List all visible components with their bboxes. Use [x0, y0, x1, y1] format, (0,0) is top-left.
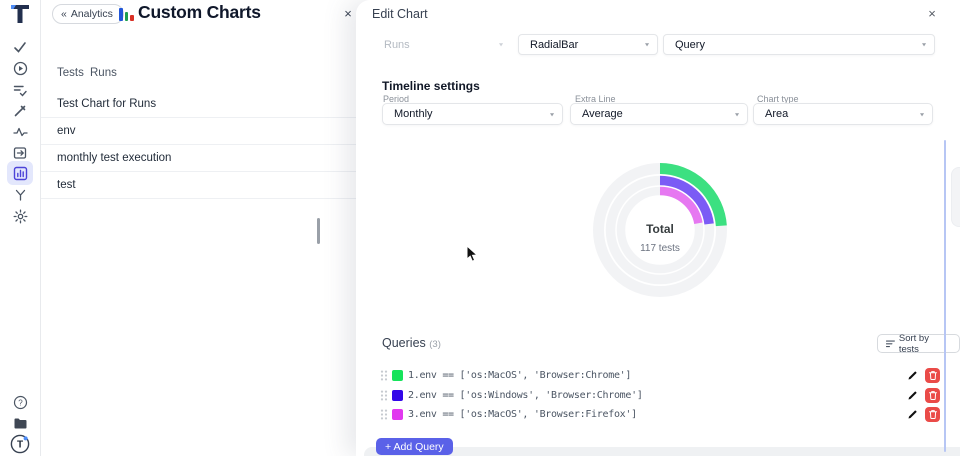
period-select[interactable]: Monthly ▾: [382, 103, 563, 125]
timeline-settings-heading: Timeline settings: [382, 79, 480, 93]
chevron-down-icon: ▾: [921, 40, 926, 49]
edit-query-icon[interactable]: [905, 369, 919, 383]
chevron-down-icon: ▾: [498, 40, 503, 49]
chart-total-label: Total: [646, 222, 674, 236]
edit-chart-drawer: Edit Chart × Runs ▾ RadialBar ▾ Query ▾ …: [356, 0, 960, 456]
sort-by-tests-button[interactable]: Sort by tests: [877, 333, 960, 355]
chevron-down-icon: ▾: [644, 40, 649, 49]
sort-icon: [886, 339, 895, 347]
close-panel-icon[interactable]: ×: [344, 5, 352, 21]
drawer-scroll-indicator[interactable]: [944, 140, 946, 452]
tab-runs[interactable]: Runs: [90, 67, 117, 79]
chart-total-value: 117 tests: [640, 243, 680, 254]
list-item[interactable]: Test Chart for Runs: [40, 91, 356, 118]
tools-icon[interactable]: [10, 101, 30, 121]
activity-icon[interactable]: [10, 122, 30, 142]
chart-type-select[interactable]: RadialBar ▾: [518, 34, 658, 55]
list-item[interactable]: test: [40, 172, 356, 199]
query-text: 3.env == ['os:MacOS', 'Browser:Firefox']: [408, 409, 637, 420]
queries-count: (3): [429, 339, 441, 350]
runs-icon[interactable]: [10, 58, 30, 78]
saved-charts-list: Test Chart for Runs env monthly test exe…: [40, 91, 356, 199]
drawer-footer-strip: [364, 447, 960, 456]
drag-handle-icon[interactable]: [380, 370, 388, 381]
back-button-label: Analytics: [70, 8, 113, 20]
add-query-button[interactable]: + Add Query: [376, 438, 453, 455]
app-logo[interactable]: [8, 3, 32, 25]
query-row: 1.env == ['os:MacOS', 'Browser:Chrome']: [376, 366, 940, 385]
drag-handle-icon[interactable]: [380, 390, 388, 401]
delete-query-button[interactable]: [925, 387, 940, 403]
drawer-title: Edit Chart: [372, 7, 428, 21]
query-text: 2.env == ['os:Windows', 'Browser:Chrome'…: [408, 389, 643, 401]
list-item[interactable]: monthly test execution: [40, 145, 356, 172]
analytics-icon-active[interactable]: [7, 161, 33, 185]
query-color-swatch: [392, 409, 403, 420]
tab-tests[interactable]: Tests: [57, 67, 84, 79]
query-row: 3.env == ['os:MacOS', 'Browser:Firefox']: [376, 405, 940, 424]
help-icon[interactable]: ?: [10, 392, 30, 412]
custom-charts-panel: « Analytics Custom Charts × Tests Runs T…: [40, 0, 360, 456]
results-icon[interactable]: [10, 80, 30, 100]
svg-text:T: T: [17, 440, 23, 451]
tests-icon[interactable]: [10, 37, 30, 57]
docs-folder-icon[interactable]: [10, 413, 30, 433]
settings-gear-icon[interactable]: [10, 206, 30, 226]
svg-text:?: ?: [18, 398, 23, 407]
chart-type-area-select[interactable]: Area ▾: [753, 103, 933, 125]
radial-bar-chart: Total 117 tests: [570, 140, 750, 320]
chevron-left-icon: «: [61, 8, 67, 20]
extra-line-label: Extra Line: [575, 94, 616, 104]
query-color-swatch: [392, 389, 403, 401]
drag-handle-icon[interactable]: [380, 409, 388, 420]
edit-query-icon[interactable]: [905, 408, 919, 422]
window-scrollbar-thumb[interactable]: [951, 167, 960, 227]
query-row: 2.env == ['os:Windows', 'Browser:Chrome'…: [376, 386, 940, 405]
extra-line-select[interactable]: Average ▾: [570, 103, 748, 125]
list-item[interactable]: env: [40, 118, 356, 145]
source-select: Runs ▾: [372, 34, 512, 55]
query-color-swatch: [392, 370, 403, 381]
mode-select[interactable]: Query ▾: [663, 34, 935, 55]
account-avatar[interactable]: T: [10, 434, 30, 454]
chevron-down-icon: ▾: [549, 110, 554, 118]
edit-query-icon[interactable]: [905, 388, 919, 402]
chevron-down-icon: ▾: [734, 110, 739, 118]
queries-heading: Queries (3): [382, 336, 441, 350]
query-text: 1.env == ['os:MacOS', 'Browser:Chrome']: [408, 370, 632, 381]
close-drawer-icon[interactable]: ×: [928, 5, 936, 21]
chart-tabs: Tests Runs: [40, 62, 356, 92]
import-icon[interactable]: [10, 143, 30, 163]
period-label: Period: [383, 94, 410, 104]
chevron-down-icon: ▾: [919, 110, 924, 118]
chart-type-label: Chart type: [757, 94, 799, 104]
radial-bar-svg: [593, 163, 727, 297]
bar-chart-icon: [119, 5, 135, 21]
back-to-analytics-button[interactable]: « Analytics: [52, 4, 124, 24]
list-scrollbar-thumb[interactable]: [317, 218, 320, 244]
branch-icon[interactable]: [10, 185, 30, 205]
icon-rail: ? T: [0, 0, 41, 456]
delete-query-button[interactable]: [925, 368, 940, 383]
delete-query-button[interactable]: [925, 407, 940, 422]
page-title: Custom Charts: [138, 2, 261, 22]
